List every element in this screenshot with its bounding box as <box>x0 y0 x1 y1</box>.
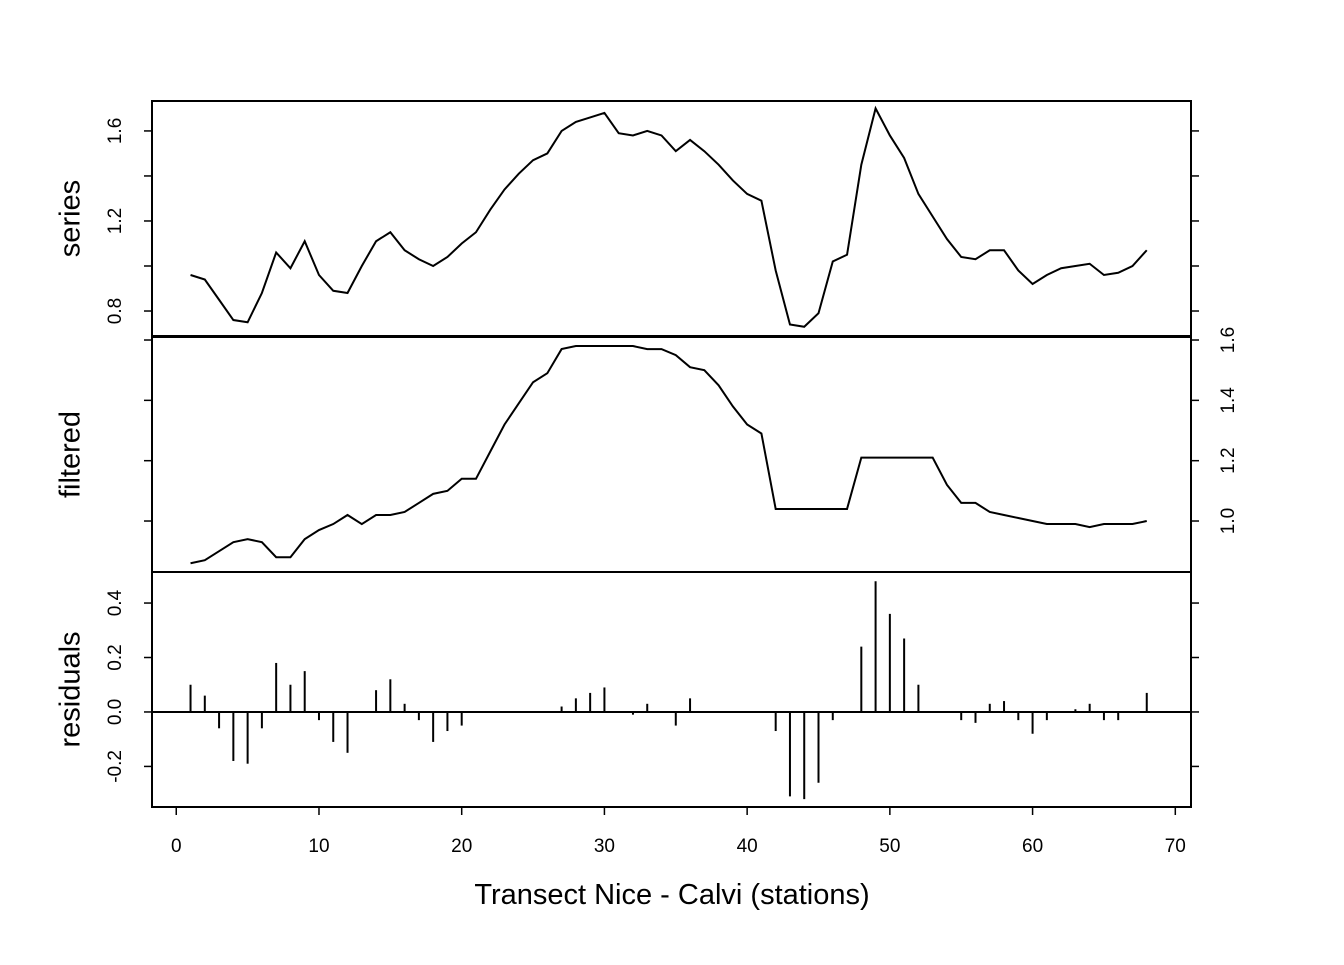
x-tick-label: 70 <box>1165 836 1186 857</box>
x-tick-label: 30 <box>594 836 615 857</box>
y-tick-label: 1.0 <box>1218 508 1239 534</box>
x-tick-label: 40 <box>737 836 758 857</box>
y-tick-label: 0.2 <box>105 644 126 670</box>
series-line <box>190 105 1148 328</box>
panel-frame <box>151 100 1192 337</box>
x-tick-label: 10 <box>308 836 329 857</box>
y-tick-label: 0.0 <box>105 699 126 725</box>
y-tick-label: 1.4 <box>1218 387 1239 414</box>
y-tick-label: 0.4 <box>105 589 126 616</box>
y-axis-label: series <box>55 180 87 257</box>
panel-frame <box>151 571 1192 808</box>
x-tick-label: 0 <box>171 836 182 857</box>
y-tick-label: 1.2 <box>105 208 126 234</box>
x-tick-label: 50 <box>879 836 900 857</box>
y-axis-label: filtered <box>55 411 87 498</box>
y-tick-label: 1.6 <box>105 118 126 144</box>
y-tick-label: 1.6 <box>1218 327 1239 353</box>
x-tick-label: 60 <box>1022 836 1043 857</box>
y-tick-label: -0.2 <box>105 750 126 783</box>
x-tick-label: 20 <box>451 836 472 857</box>
y-tick-label: 0.8 <box>105 298 126 324</box>
y-tick-label: 1.2 <box>1218 447 1239 473</box>
series-line <box>190 345 1147 565</box>
x-axis-label: Transect Nice - Calvi (stations) <box>474 879 869 911</box>
y-axis-label: residuals <box>55 631 87 747</box>
